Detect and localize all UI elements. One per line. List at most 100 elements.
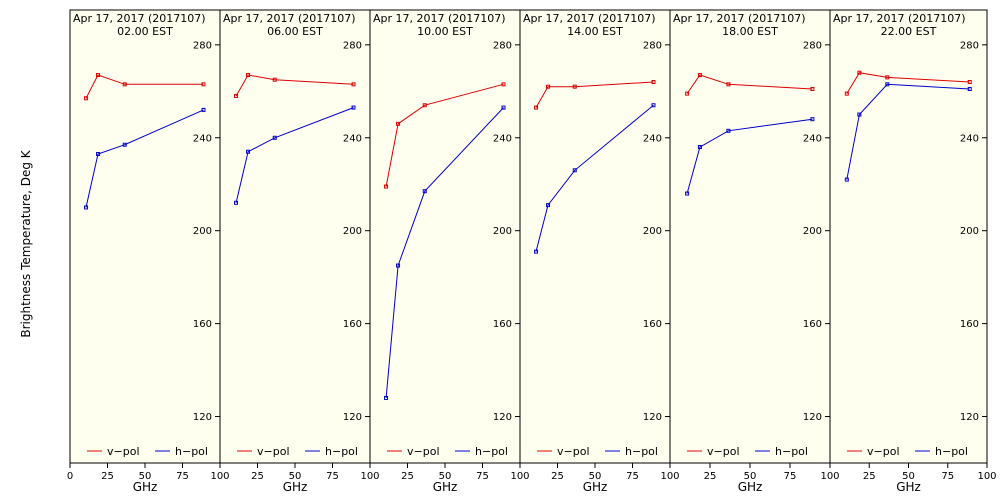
data-point-hpol [501,105,506,110]
x-tick-label: 25 [551,471,564,482]
x-tick-label: 25 [704,471,717,482]
x-tick-label: 50 [902,471,915,482]
series-line-hpol [385,107,504,399]
data-point-vpol [96,73,101,78]
data-point-vpol [572,84,577,89]
legend-label-hpol: h−pol [325,445,358,458]
legend-label-hpol: h−pol [475,445,508,458]
data-point-hpol [697,145,702,150]
series-line-hpol [686,118,813,194]
y-tick-label: 160 [493,319,512,330]
data-point-vpol [844,91,849,96]
y-tick-label: 200 [960,226,979,237]
x-tick-label: 100 [977,471,996,482]
panel-title: Apr 17, 2017 (2017107) [223,12,356,25]
panel-frame [69,9,221,464]
x-tick-label: 75 [941,471,954,482]
panel-subtitle: 14.00 EST [567,25,623,38]
panel-1: Apr 17, 2017 (2017107)02.00 EST 120 160 200… [67,9,230,494]
data-point-vpol [422,103,427,108]
x-tick-label: 50 [744,471,757,482]
y-axis-label: Brightness Temperature, Deg K [19,149,33,337]
panel-6: Apr 17, 2017 (2017107)22.00 EST 120 160 200… [829,9,997,494]
data-point-hpol [201,107,206,112]
data-point-vpol [396,121,401,126]
series-line-vpol [686,74,813,94]
data-point-vpol [84,96,89,101]
y-tick-label: 160 [803,319,822,330]
y-tick-label: 120 [493,412,512,423]
y-tick-label: 120 [343,412,362,423]
y-tick-label: 200 [343,226,362,237]
legend-label-vpol: v−pol [867,445,900,458]
panel-title: Apr 17, 2017 (2017107) [373,12,506,25]
legend-label-vpol: v−pol [257,445,290,458]
panel-frame [219,9,371,464]
data-point-vpol [501,82,506,87]
series-line-hpol [85,109,204,208]
panel-subtitle: 02.00 EST [117,25,173,38]
series-line-hpol [535,104,654,252]
data-point-hpol [967,86,972,91]
data-point-hpol [384,395,389,400]
data-point-vpol [651,80,656,85]
y-tick-label: 280 [803,40,822,51]
legend-label-hpol: h−pol [625,445,658,458]
x-tick-label: 50 [289,471,302,482]
panel-subtitle: 06.00 EST [267,25,323,38]
y-tick-label: 160 [343,319,362,330]
x-tick-label: 100 [510,471,529,482]
series-line-vpol [846,72,970,94]
series-line-vpol [385,83,504,187]
y-tick-label: 240 [643,133,662,144]
panel-subtitle: 10.00 EST [417,25,473,38]
x-tick-label: 75 [176,471,189,482]
data-point-hpol [84,205,89,210]
x-axis-label: GHz [896,480,921,494]
data-point-hpol [351,105,356,110]
x-tick-label: 25 [251,471,264,482]
data-point-vpol [351,82,356,87]
y-tick-label: 200 [193,226,212,237]
x-tick-label: 50 [139,471,152,482]
data-point-hpol [234,200,239,205]
panel-2: Apr 17, 2017 (2017107)06.00 EST 120 160 200… [219,9,380,494]
x-axis-label: GHz [583,480,608,494]
y-tick-label: 280 [493,40,512,51]
data-point-vpol [546,84,551,89]
panel-title: Apr 17, 2017 (2017107) [673,12,806,25]
data-point-vpol [534,105,539,110]
data-point-hpol [546,203,551,208]
data-point-hpol [272,135,277,140]
y-tick-label: 240 [493,133,512,144]
legend-label-vpol: v−pol [557,445,590,458]
data-point-hpol [96,152,101,157]
data-point-hpol [534,249,539,254]
y-tick-label: 280 [643,40,662,51]
data-point-hpol [885,82,890,87]
data-point-hpol [396,263,401,268]
data-point-hpol [122,142,127,147]
data-point-vpol [384,184,389,189]
panels-group: Apr 17, 2017 (2017107) 02.00 EST 120 160 200… [67,9,997,494]
legend-label-vpol: v−pol [707,445,740,458]
x-tick-label: 75 [626,471,639,482]
y-tick-label: 200 [643,226,662,237]
x-tick-label: 75 [476,471,489,482]
data-point-hpol [726,128,731,133]
legend-label-hpol: h−pol [175,445,208,458]
data-point-hpol [246,149,251,154]
data-point-hpol [651,103,656,108]
panel-subtitle: 18.00 EST [722,25,778,38]
data-point-vpol [122,82,127,87]
y-tick-label: 280 [960,40,979,51]
y-tick-label: 240 [193,133,212,144]
data-point-vpol [272,77,277,82]
panel-title: Apr 17, 2017 (2017107) [523,12,656,25]
data-point-vpol [697,73,702,78]
data-point-vpol [885,75,890,80]
data-point-hpol [422,189,427,194]
y-tick-label: 280 [193,40,212,51]
series-line-vpol [235,74,354,97]
